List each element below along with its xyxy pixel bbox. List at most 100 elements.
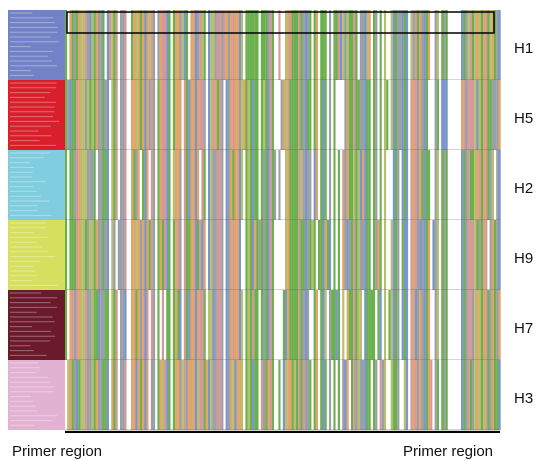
alignment-column — [87, 80, 89, 150]
alignment-column — [397, 220, 399, 290]
alignment-column — [410, 290, 412, 360]
alignment-column — [171, 150, 173, 220]
alignment-column — [239, 150, 241, 220]
alignment-column — [364, 10, 366, 80]
alignment-column — [252, 220, 254, 290]
alignment-column — [186, 360, 188, 430]
alignment-column — [96, 80, 98, 150]
alignment-column — [325, 10, 327, 80]
alignment-column — [250, 360, 252, 430]
alignment-column — [327, 80, 329, 150]
alignment-column — [375, 220, 377, 290]
alignment-column — [166, 220, 168, 290]
alignment-column — [221, 80, 223, 150]
alignment-column — [144, 80, 146, 150]
alignment-column — [322, 80, 324, 150]
alignment-column — [329, 150, 331, 220]
alignment-column — [223, 150, 225, 220]
alignment-column — [487, 220, 489, 290]
alignment-column — [430, 360, 432, 430]
alignment-column — [74, 220, 76, 290]
alignment-column — [135, 150, 137, 220]
alignment-column — [122, 220, 124, 290]
alignment-column — [342, 290, 344, 360]
alignment-column — [142, 360, 144, 430]
alignment-column — [175, 80, 177, 150]
alignment-column — [69, 360, 71, 430]
alignment-column — [83, 150, 85, 220]
alignment-column — [470, 290, 472, 360]
alignment-column — [274, 150, 276, 220]
alignment-column — [349, 150, 351, 220]
alignment-column — [228, 220, 230, 290]
alignment-column — [199, 10, 201, 80]
alignment-column — [419, 290, 421, 360]
alignment-column — [474, 360, 476, 430]
alignment-column — [184, 360, 186, 430]
alignment-column — [481, 290, 483, 360]
alignment-column — [435, 220, 437, 290]
alignment-column — [384, 150, 386, 220]
alignment-column — [272, 80, 274, 150]
alignment-column — [353, 290, 355, 360]
alignment-column — [490, 220, 492, 290]
alignment-column — [102, 220, 104, 290]
alignment-column — [446, 150, 448, 220]
alignment-column — [463, 80, 465, 150]
alignment-column — [465, 150, 467, 220]
alignment-column — [481, 80, 483, 150]
alignment-column — [415, 290, 417, 360]
alignment-column — [138, 290, 140, 360]
alignment-column — [133, 220, 135, 290]
alignment-column — [190, 10, 192, 80]
group-label: H7 — [514, 320, 533, 337]
alignment-column — [146, 10, 148, 80]
alignment-column — [289, 220, 291, 290]
alignment-column — [461, 220, 463, 290]
alignment-column — [485, 360, 487, 430]
alignment-column — [430, 10, 432, 80]
alignment-column — [492, 290, 494, 360]
alignment-column — [212, 80, 214, 150]
alignment-column — [120, 80, 122, 150]
alignment-column — [355, 290, 357, 360]
alignment-column — [100, 80, 102, 150]
alignment-column — [171, 10, 173, 80]
alignment-column — [287, 360, 289, 430]
alignment-column — [474, 10, 476, 80]
alignment-column — [322, 10, 324, 80]
alignment-column — [327, 10, 329, 80]
alignment-column — [78, 290, 80, 360]
alignment-column — [67, 290, 69, 360]
alignment-column — [298, 80, 300, 150]
alignment-column — [120, 290, 122, 360]
alignment-column — [371, 10, 373, 80]
alignment-column — [67, 360, 69, 430]
alignment-column — [443, 10, 445, 80]
alignment-column — [307, 360, 309, 430]
alignment-column — [272, 150, 274, 220]
alignment-column — [397, 10, 399, 80]
alignment-column — [155, 220, 157, 290]
alignment-column — [164, 220, 166, 290]
alignment-column — [226, 80, 228, 150]
alignment-column — [91, 220, 93, 290]
alignment-column — [74, 150, 76, 220]
alignment-column — [307, 150, 309, 220]
alignment-column — [91, 10, 93, 80]
alignment-column — [199, 220, 201, 290]
alignment-column — [441, 80, 443, 150]
alignment-column — [267, 220, 269, 290]
alignment-column — [201, 150, 203, 220]
alignment-column — [270, 360, 272, 430]
alignment-column — [344, 220, 346, 290]
alignment-column — [162, 360, 164, 430]
alignment-column — [256, 10, 258, 80]
alignment — [65, 10, 501, 430]
alignment-column — [479, 360, 481, 430]
alignment-column — [160, 80, 162, 150]
alignment-column — [443, 150, 445, 220]
alignment-column — [197, 80, 199, 150]
alignment-column — [380, 360, 382, 430]
alignment-column — [395, 150, 397, 220]
